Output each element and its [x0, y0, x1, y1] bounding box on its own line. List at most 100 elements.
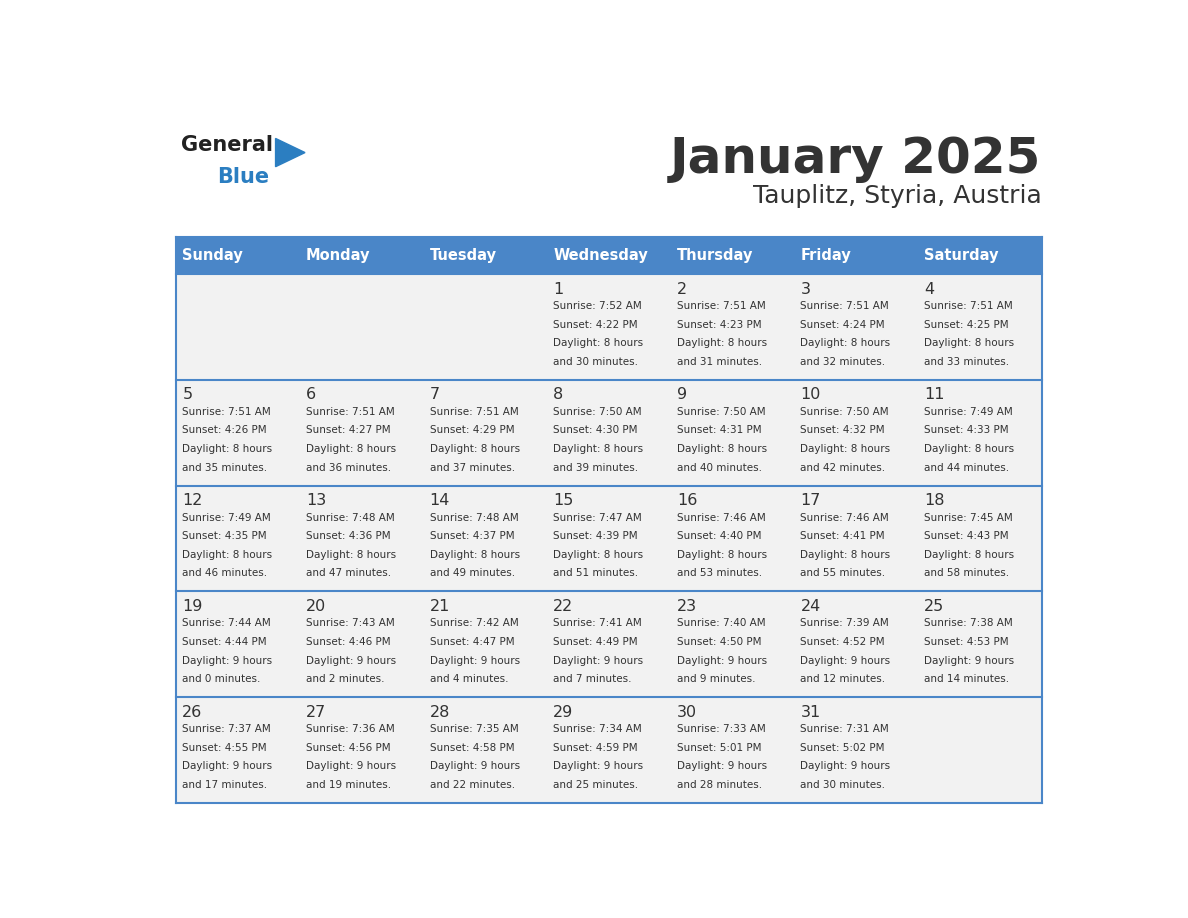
Text: Daylight: 9 hours: Daylight: 9 hours: [430, 761, 519, 771]
Text: Sunrise: 7:47 AM: Sunrise: 7:47 AM: [554, 512, 642, 522]
Text: Sunset: 4:26 PM: Sunset: 4:26 PM: [182, 425, 267, 435]
Text: Sunrise: 7:51 AM: Sunrise: 7:51 AM: [430, 407, 518, 417]
Text: Daylight: 8 hours: Daylight: 8 hours: [677, 550, 767, 560]
Bar: [795, 238, 918, 274]
Text: 25: 25: [924, 599, 944, 614]
Text: 30: 30: [677, 704, 697, 720]
Text: Sunset: 4:40 PM: Sunset: 4:40 PM: [677, 532, 762, 542]
Text: and 49 minutes.: and 49 minutes.: [430, 568, 514, 578]
Text: Monday: Monday: [307, 248, 371, 263]
Text: 31: 31: [801, 704, 821, 720]
Text: Sunset: 4:24 PM: Sunset: 4:24 PM: [801, 319, 885, 330]
Bar: [918, 238, 1042, 274]
Text: Sunset: 4:47 PM: Sunset: 4:47 PM: [430, 637, 514, 647]
Text: Daylight: 8 hours: Daylight: 8 hours: [924, 550, 1015, 560]
Bar: [423, 486, 546, 591]
Text: Sunrise: 7:52 AM: Sunrise: 7:52 AM: [554, 301, 642, 311]
Text: and 55 minutes.: and 55 minutes.: [801, 568, 885, 578]
Text: 7: 7: [430, 387, 440, 402]
Text: Sunrise: 7:39 AM: Sunrise: 7:39 AM: [801, 619, 890, 628]
Text: Daylight: 8 hours: Daylight: 8 hours: [182, 444, 272, 454]
Text: Daylight: 9 hours: Daylight: 9 hours: [554, 655, 644, 666]
Text: Sunset: 4:25 PM: Sunset: 4:25 PM: [924, 319, 1009, 330]
Text: 14: 14: [430, 493, 450, 508]
Bar: [918, 591, 1042, 697]
Polygon shape: [276, 139, 305, 167]
Bar: [423, 697, 546, 803]
Bar: [918, 697, 1042, 803]
Text: Daylight: 9 hours: Daylight: 9 hours: [801, 655, 891, 666]
Text: Sunrise: 7:51 AM: Sunrise: 7:51 AM: [677, 301, 765, 311]
Text: Sunset: 4:31 PM: Sunset: 4:31 PM: [677, 425, 762, 435]
Text: Sunset: 4:35 PM: Sunset: 4:35 PM: [182, 532, 267, 542]
Text: Sunday: Sunday: [182, 248, 244, 263]
Text: 17: 17: [801, 493, 821, 508]
Text: and 0 minutes.: and 0 minutes.: [182, 674, 260, 684]
Text: Sunset: 4:59 PM: Sunset: 4:59 PM: [554, 743, 638, 753]
Text: General: General: [181, 135, 273, 155]
Text: Sunrise: 7:51 AM: Sunrise: 7:51 AM: [182, 407, 271, 417]
Bar: [176, 274, 299, 380]
Text: 16: 16: [677, 493, 697, 508]
Text: Daylight: 9 hours: Daylight: 9 hours: [924, 655, 1015, 666]
Bar: [671, 274, 795, 380]
Text: Sunset: 4:56 PM: Sunset: 4:56 PM: [307, 743, 391, 753]
Text: Sunset: 4:49 PM: Sunset: 4:49 PM: [554, 637, 638, 647]
Text: Daylight: 8 hours: Daylight: 8 hours: [430, 444, 519, 454]
Bar: [918, 380, 1042, 486]
Text: Tuesday: Tuesday: [430, 248, 497, 263]
Bar: [423, 274, 546, 380]
Text: Sunrise: 7:33 AM: Sunrise: 7:33 AM: [677, 724, 765, 734]
Text: Daylight: 8 hours: Daylight: 8 hours: [182, 550, 272, 560]
Text: and 42 minutes.: and 42 minutes.: [801, 463, 885, 473]
Bar: [299, 238, 423, 274]
Text: 20: 20: [307, 599, 327, 614]
Text: and 58 minutes.: and 58 minutes.: [924, 568, 1010, 578]
Bar: [546, 238, 671, 274]
Text: 28: 28: [430, 704, 450, 720]
Text: and 37 minutes.: and 37 minutes.: [430, 463, 514, 473]
Bar: [918, 486, 1042, 591]
Bar: [546, 591, 671, 697]
Text: Sunset: 4:37 PM: Sunset: 4:37 PM: [430, 532, 514, 542]
Text: and 14 minutes.: and 14 minutes.: [924, 674, 1010, 684]
Text: 8: 8: [554, 387, 563, 402]
Text: Sunrise: 7:37 AM: Sunrise: 7:37 AM: [182, 724, 271, 734]
Bar: [546, 274, 671, 380]
Text: Daylight: 8 hours: Daylight: 8 hours: [801, 339, 891, 348]
Text: Daylight: 9 hours: Daylight: 9 hours: [307, 761, 396, 771]
Text: and 53 minutes.: and 53 minutes.: [677, 568, 762, 578]
Text: 27: 27: [307, 704, 327, 720]
Text: Daylight: 8 hours: Daylight: 8 hours: [677, 339, 767, 348]
Text: Sunset: 4:29 PM: Sunset: 4:29 PM: [430, 425, 514, 435]
Bar: [176, 697, 299, 803]
Text: 11: 11: [924, 387, 944, 402]
Text: January 2025: January 2025: [670, 135, 1042, 183]
Text: Friday: Friday: [801, 248, 852, 263]
Text: and 33 minutes.: and 33 minutes.: [924, 357, 1010, 367]
Text: Daylight: 9 hours: Daylight: 9 hours: [677, 655, 767, 666]
Text: 2: 2: [677, 282, 687, 297]
Text: and 25 minutes.: and 25 minutes.: [554, 780, 638, 789]
Text: Sunrise: 7:48 AM: Sunrise: 7:48 AM: [307, 512, 394, 522]
Text: and 12 minutes.: and 12 minutes.: [801, 674, 885, 684]
Text: 15: 15: [554, 493, 574, 508]
Text: Sunset: 4:53 PM: Sunset: 4:53 PM: [924, 637, 1009, 647]
Text: 13: 13: [307, 493, 327, 508]
Text: Thursday: Thursday: [677, 248, 753, 263]
Text: Sunrise: 7:48 AM: Sunrise: 7:48 AM: [430, 512, 518, 522]
Bar: [546, 697, 671, 803]
Text: and 46 minutes.: and 46 minutes.: [182, 568, 267, 578]
Text: Sunrise: 7:49 AM: Sunrise: 7:49 AM: [924, 407, 1013, 417]
Text: Sunrise: 7:50 AM: Sunrise: 7:50 AM: [801, 407, 889, 417]
Text: Sunset: 5:02 PM: Sunset: 5:02 PM: [801, 743, 885, 753]
Bar: [176, 591, 299, 697]
Text: Daylight: 9 hours: Daylight: 9 hours: [801, 761, 891, 771]
Text: Sunrise: 7:46 AM: Sunrise: 7:46 AM: [677, 512, 765, 522]
Text: Sunrise: 7:50 AM: Sunrise: 7:50 AM: [554, 407, 642, 417]
Bar: [671, 486, 795, 591]
Text: 23: 23: [677, 599, 697, 614]
Text: and 22 minutes.: and 22 minutes.: [430, 780, 514, 789]
Text: Daylight: 8 hours: Daylight: 8 hours: [307, 444, 396, 454]
Text: 3: 3: [801, 282, 810, 297]
